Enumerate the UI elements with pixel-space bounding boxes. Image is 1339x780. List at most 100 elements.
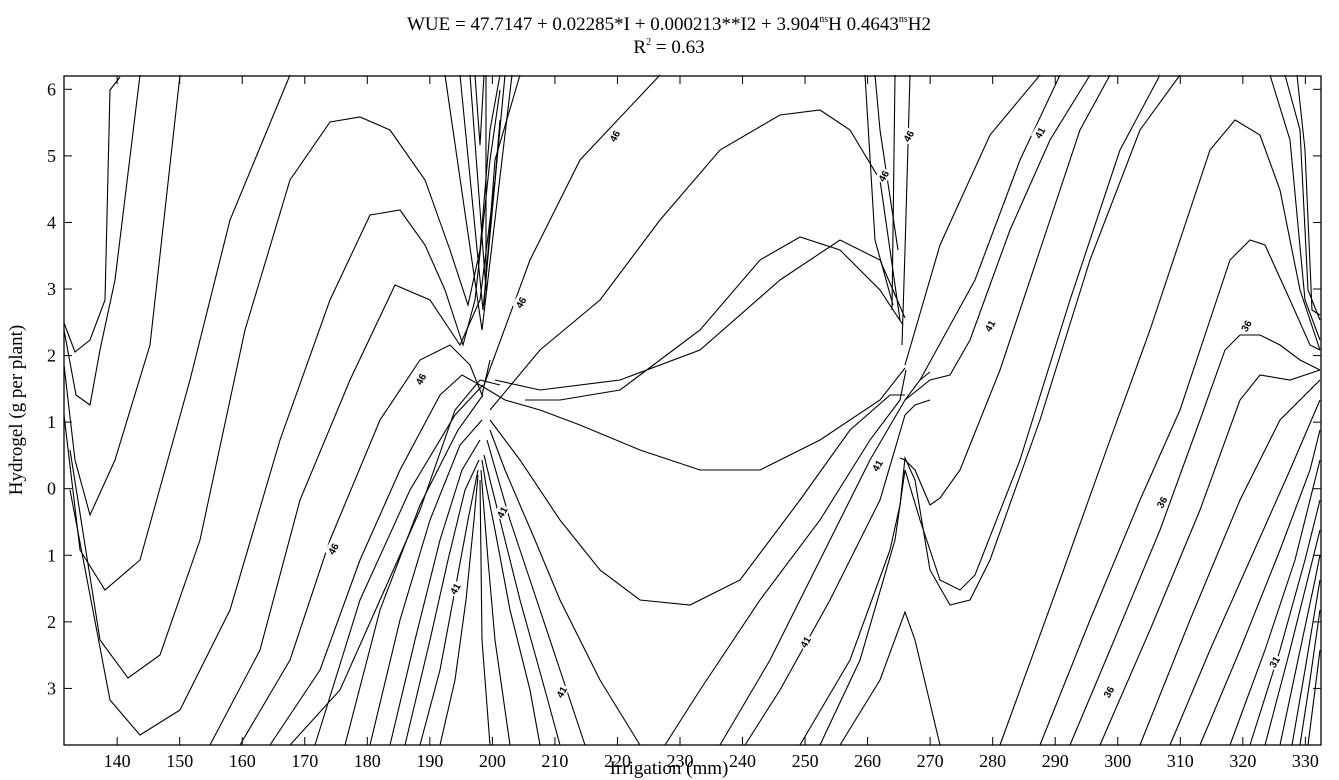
contour-line (525, 236, 904, 401)
contour-label-bg (1099, 682, 1118, 701)
x-tick-label: 270 (917, 751, 944, 771)
x-axis-label: Irrigation (mm) (610, 758, 729, 779)
contour-label: 46 (608, 129, 623, 145)
contour-line (891, 74, 896, 311)
contour-line (1169, 399, 1321, 746)
contour-label: 46 (877, 169, 892, 185)
contour-label: 36 (1240, 318, 1255, 334)
contour-label-bg (411, 369, 430, 388)
contour-label-bg (605, 126, 624, 145)
contour-line (474, 74, 485, 146)
contour-line (179, 89, 501, 711)
contour-label: 41 (871, 458, 886, 474)
contour-line (439, 474, 479, 746)
contour-label: 46 (414, 372, 429, 388)
chart-title: WUE = 47.7147 + 0.02285*I + 0.000213**I2… (407, 14, 931, 58)
contour-line (1269, 74, 1321, 341)
contour-line (63, 76, 121, 353)
contour-line (1307, 649, 1321, 746)
x-tick-label: 190 (416, 751, 443, 771)
title-equation-part1: WUE = 47.7147 + 0.02285*I + 0.000213**I2… (407, 14, 820, 35)
contour-line (819, 74, 1161, 746)
x-tick-label: 160 (229, 751, 256, 771)
plot-frame (63, 75, 1322, 746)
y-tick-label: 4 (47, 212, 56, 232)
contour-labels: 46 46 46 46 46 46 41 41 41 41 41 41 41 36 36 36 31 (324, 123, 1283, 701)
contour-line (1069, 334, 1321, 746)
y-tick-label: 2 (47, 612, 56, 632)
contour-label-bg (980, 316, 999, 335)
contour-line (904, 74, 1091, 401)
contour-line (63, 74, 181, 517)
y-tick-label: 0 (47, 479, 56, 499)
y-tick-label: 2 (47, 346, 56, 366)
title-r2-sup: 2 (646, 37, 651, 48)
y-axis-label: Hydrogel (g per plant) (6, 325, 27, 495)
contour-label-bg (868, 456, 886, 475)
contour-line (469, 74, 487, 291)
contour-label: 41 (983, 318, 998, 334)
x-tick-label: 220 (604, 751, 631, 771)
contour-line (1139, 379, 1321, 746)
contour-line (1099, 369, 1321, 746)
contour-line (719, 371, 931, 746)
contour-line (904, 74, 1041, 366)
title-equation: WUE = 47.7147 + 0.02285*I + 0.000213**I2… (407, 14, 931, 35)
contour-line (664, 369, 907, 746)
contour-line (69, 74, 501, 679)
contour-line (481, 459, 541, 746)
title-equation-part3: H2 (908, 14, 931, 35)
contour-label: 46 (514, 295, 529, 311)
contour-label: 46 (327, 541, 342, 557)
contour-line (344, 394, 484, 746)
contour-label-bg (796, 632, 814, 651)
x-tick-label: 320 (1229, 751, 1256, 771)
x-tick-label: 300 (1104, 751, 1131, 771)
contour-line (1284, 74, 1321, 321)
contour-line (209, 119, 501, 746)
x-tick-label: 290 (1042, 751, 1069, 771)
contour-line (69, 489, 181, 736)
title-sup2: ns (899, 14, 908, 25)
contour-line (483, 74, 661, 386)
contour-label: 31 (1268, 655, 1283, 671)
contour-line (289, 379, 501, 746)
contour-line (489, 429, 641, 746)
contour-label-bg (511, 293, 530, 312)
contour-label: 36 (1155, 495, 1170, 511)
contour-line (459, 74, 506, 311)
contour-line (1039, 239, 1321, 746)
contour-line (483, 454, 561, 746)
contour-line (389, 439, 481, 746)
contour-label: 46 (902, 129, 917, 145)
contour-lines (63, 74, 1321, 746)
contour-line (489, 109, 901, 411)
contour-label-bg (874, 166, 892, 185)
x-tick-label: 180 (354, 751, 381, 771)
contour-label-bg (1152, 492, 1171, 512)
x-tick-label: 330 (1292, 751, 1319, 771)
contour-line (63, 74, 141, 406)
contour-line (919, 74, 1061, 381)
y-tick-label: 5 (47, 146, 56, 166)
contour-line (901, 74, 911, 346)
contour-line (486, 439, 586, 746)
contour-label: 41 (1033, 125, 1048, 141)
contour-line (874, 74, 899, 251)
x-tick-label: 210 (541, 751, 568, 771)
contour-line (489, 394, 905, 606)
contour-line (1299, 609, 1321, 746)
title-r2: R2 = 0.63 (633, 37, 704, 58)
x-tick-label: 310 (1167, 751, 1194, 771)
x-tick-label: 230 (666, 751, 693, 771)
y-tick-label: 3 (47, 279, 56, 299)
contour-label-bg (1265, 652, 1283, 671)
contour-label: 41 (496, 505, 511, 521)
x-tick-label: 250 (792, 751, 819, 771)
contour-line (494, 239, 906, 391)
contour-label: 36 (1102, 685, 1117, 701)
contour-label: 41 (799, 635, 814, 651)
contour-line (864, 74, 894, 306)
y-tick-label: 1 (47, 412, 56, 432)
x-tick-label: 140 (104, 751, 131, 771)
